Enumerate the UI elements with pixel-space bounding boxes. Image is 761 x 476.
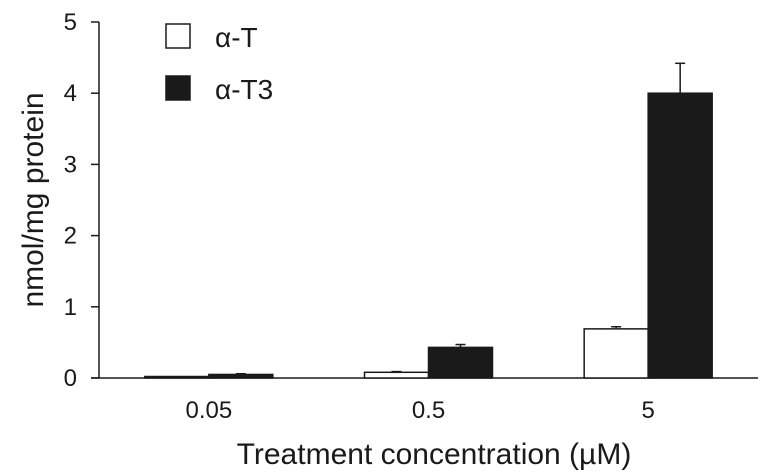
x-tick-label: 5 [641,397,654,424]
y-axis: 0 1 2 3 4 5 [64,9,99,392]
bar-alpha-t-1 [365,372,429,378]
y-tick-label: 2 [64,223,77,250]
bar-alpha-t-2 [584,329,648,378]
legend-label-alpha-t3: α-T3 [215,74,273,105]
x-tick-label: 0.5 [412,397,445,424]
bar-alpha-t3-0 [209,374,273,378]
legend-label-alpha-t: α-T [215,22,258,53]
y-tick-label: 0 [64,365,77,392]
y-tick-label: 3 [64,151,77,178]
legend-swatch-alpha-t [166,24,190,48]
x-axis-title: Treatment concentration (µM) [237,438,632,471]
y-axis-title: nmol/mg protein [17,92,50,307]
bars [145,63,712,378]
bar-alpha-t3-2 [648,93,712,378]
legend-swatch-alpha-t3 [166,76,190,100]
bar-alpha-t3-1 [429,347,493,378]
y-tick-label: 5 [64,9,77,36]
x-axis: 0.05 0.5 5 [91,378,758,424]
y-tick-label: 4 [64,80,77,107]
y-tick-label: 1 [64,294,77,321]
x-tick-label: 0.05 [185,397,232,424]
legend: α-T α-T3 [166,22,273,105]
